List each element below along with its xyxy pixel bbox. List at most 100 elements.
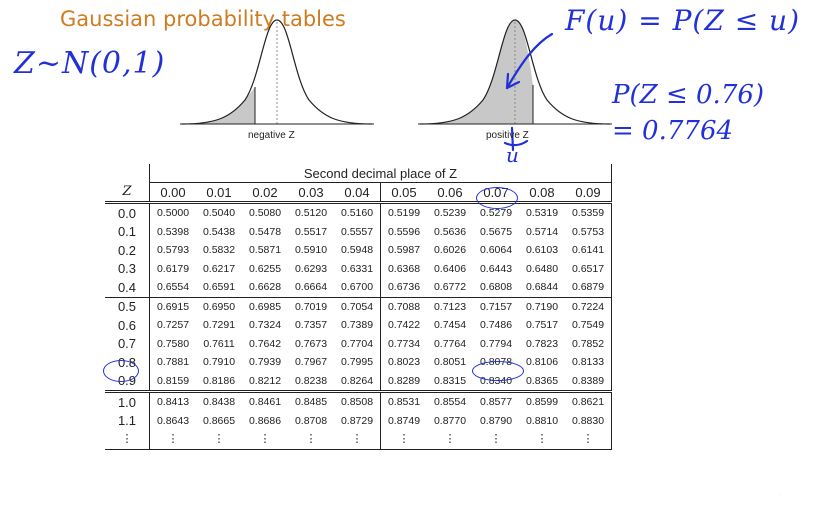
table-cell: 0.5199 bbox=[380, 201, 427, 223]
table-row: 0.2 0.5793 0.5832 0.5871 0.5910 0.5948 0.5987 0… bbox=[105, 241, 612, 260]
table-cell: 0.7764 bbox=[433, 337, 467, 350]
table-cell: 0.6517 bbox=[565, 259, 612, 278]
table-cell: 0.5557 bbox=[334, 222, 381, 241]
column-header: 0.06 bbox=[437, 184, 463, 200]
row-header: 0.3 bbox=[105, 259, 150, 278]
table-cell: 0.8365 bbox=[525, 374, 559, 387]
table-cell: 0.5948 bbox=[334, 241, 381, 260]
table-cell: 0.7823 bbox=[525, 337, 559, 350]
table-cell: ⋮ bbox=[288, 430, 334, 450]
table-cell: 0.8389 bbox=[565, 371, 612, 392]
row-header: 1.1 bbox=[105, 411, 150, 430]
table-cell: 0.8830 bbox=[565, 411, 612, 430]
column-header: 0.02 bbox=[252, 184, 278, 200]
table-cell: 0.5160 bbox=[334, 201, 381, 223]
table-cell: 0.7054 bbox=[334, 296, 381, 316]
positive-z-curve bbox=[418, 19, 612, 125]
table-cell: 0.5987 bbox=[387, 244, 421, 257]
table-cell: 0.6808 bbox=[479, 281, 513, 294]
table-cell: 0.5000 bbox=[149, 201, 196, 223]
table-cell: 0.6406 bbox=[433, 262, 467, 275]
table-cell: 0.6368 bbox=[387, 262, 421, 275]
column-header: 0.05 bbox=[391, 184, 417, 200]
table-cell: 0.8212 bbox=[248, 374, 282, 387]
table-cell: 0.6103 bbox=[525, 244, 559, 257]
table-row: 0.6 0.7257 0.7291 0.7324 0.7357 0.7389 0.7422 0… bbox=[105, 316, 612, 335]
table-cell: 0.8577 bbox=[473, 390, 519, 412]
table-row: 0.1 0.5398 0.5438 0.5478 0.5517 0.5557 0.5596 0… bbox=[105, 222, 612, 241]
table-cell: 0.6844 bbox=[525, 281, 559, 294]
table-cell: 0.8315 bbox=[433, 374, 467, 387]
table-cell: 0.8461 bbox=[242, 390, 288, 412]
table-cell: 0.8051 bbox=[433, 356, 467, 369]
slide-title: Gaussian probability tables bbox=[60, 7, 346, 31]
table-cell: 0.5040 bbox=[196, 201, 242, 223]
table-cell: 0.7224 bbox=[565, 296, 612, 316]
table-cell: 0.6480 bbox=[525, 262, 559, 275]
z-table-body: 0.0 0.5000 0.5040 0.5080 0.5120 0.5160 0.5199 0… bbox=[105, 201, 612, 450]
table-cell: 0.5753 bbox=[565, 222, 612, 241]
negative-z-curve bbox=[180, 19, 374, 125]
page-number: · bbox=[780, 492, 782, 498]
table-cell: ⋮ bbox=[334, 430, 381, 450]
table-cell: 0.6591 bbox=[202, 281, 236, 294]
row-header: ⋮ bbox=[105, 430, 150, 450]
row-header: 0.7 bbox=[105, 334, 150, 353]
row-header: 0.2 bbox=[105, 241, 150, 260]
table-cell: 0.8264 bbox=[334, 371, 381, 392]
table-cell: 0.8438 bbox=[196, 390, 242, 412]
table-cell: 0.8133 bbox=[565, 353, 612, 372]
table-cell: 0.6915 bbox=[149, 296, 196, 316]
table-cell: 0.6443 bbox=[479, 262, 513, 275]
table-cell: 0.8643 bbox=[149, 411, 196, 430]
column-header: 0.04 bbox=[334, 182, 381, 203]
table-cell: 0.7852 bbox=[565, 334, 612, 353]
table-cell: 0.5596 bbox=[387, 225, 421, 238]
column-header: 0.03 bbox=[298, 184, 324, 200]
table-cell: 0.7611 bbox=[203, 337, 235, 350]
table-cell: 0.5478 bbox=[248, 225, 282, 238]
table-row: 0.0 0.5000 0.5040 0.5080 0.5120 0.5160 0.5199 0… bbox=[105, 201, 612, 223]
positive-z-label: positive Z bbox=[486, 130, 529, 141]
table-cell: 0.6985 bbox=[242, 296, 288, 316]
highlight-cell-circle bbox=[472, 361, 524, 381]
table-row: 1.1 0.8643 0.8665 0.8686 0.8708 0.8729 0.8749 0… bbox=[105, 411, 612, 430]
table-cell: 0.7123 bbox=[427, 296, 473, 316]
table-cell: 0.5319 bbox=[519, 201, 565, 223]
table-cell: 0.5080 bbox=[242, 201, 288, 223]
table-cell: 0.5517 bbox=[294, 225, 328, 238]
table-cell: 0.5120 bbox=[288, 201, 334, 223]
table-cell: 0.7580 bbox=[149, 334, 196, 353]
column-header: 0.01 bbox=[206, 184, 232, 200]
row-header: 0.5 bbox=[105, 296, 150, 316]
table-cell: 0.8770 bbox=[433, 414, 467, 427]
table-cell: 0.8599 bbox=[519, 390, 565, 412]
table-cell: 0.8749 bbox=[387, 414, 421, 427]
table-row: 0.4 0.6554 0.6591 0.6628 0.6664 0.6700 0.6736 0… bbox=[105, 278, 612, 297]
table-cell: 0.5871 bbox=[248, 244, 282, 257]
table-cell: 0.7486 bbox=[479, 319, 513, 332]
table-cell: ⋮ bbox=[149, 430, 196, 450]
table-cell: 0.6879 bbox=[565, 278, 612, 297]
table-row: 1.0 0.8413 0.8438 0.8461 0.8485 0.8508 0.8531 0… bbox=[105, 390, 612, 412]
table-row: 0.7 0.7580 0.7611 0.7642 0.7673 0.7704 0.7734 0… bbox=[105, 334, 612, 353]
table-cell: 0.7291 bbox=[202, 319, 236, 332]
table-cell: 0.6255 bbox=[248, 262, 282, 275]
table-cell: 0.5675 bbox=[479, 225, 513, 238]
table-cell: ⋮ bbox=[427, 430, 473, 450]
table-cell: 0.8621 bbox=[565, 390, 612, 412]
handwritten-definition: F(u) = P(Z ≤ u) bbox=[565, 4, 801, 37]
handwritten-u-label: u bbox=[506, 143, 519, 167]
table-cell: 0.5359 bbox=[565, 201, 612, 223]
table-cell: 0.6772 bbox=[433, 281, 467, 294]
column-header: 0.00 bbox=[149, 182, 196, 203]
table-cell: 0.6950 bbox=[196, 296, 242, 316]
table-cell: 0.7673 bbox=[294, 337, 328, 350]
table-cell: 0.6217 bbox=[202, 262, 236, 275]
handwritten-value: = 0.7764 bbox=[612, 116, 734, 146]
row-header: 0.1 bbox=[105, 222, 150, 241]
table-cell: 0.5438 bbox=[202, 225, 236, 238]
positive-z-shaded-area bbox=[420, 20, 533, 124]
table-cell: 0.7257 bbox=[149, 316, 196, 335]
